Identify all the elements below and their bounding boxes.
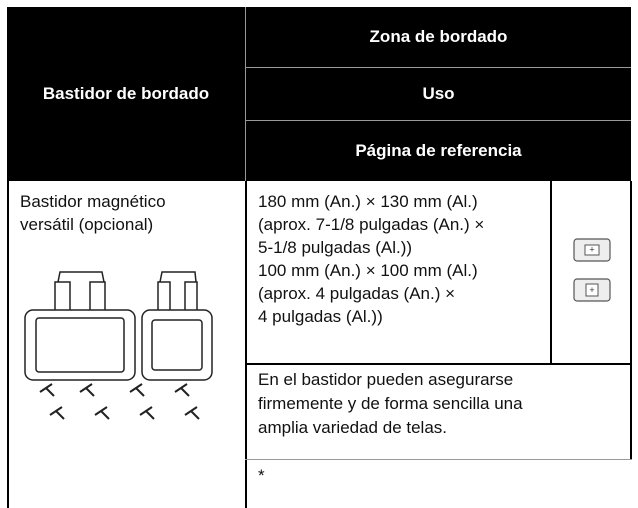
text-line: amplia variedad de telas.	[258, 418, 448, 437]
area-text: 180 mm (An.) × 130 mm (Al.) (aprox. 7-1/8…	[258, 190, 484, 328]
border	[630, 181, 632, 459]
text-line: versátil (opcional)	[20, 215, 154, 234]
text-line: Bastidor magnético	[20, 192, 166, 211]
border	[550, 181, 552, 363]
border	[245, 459, 632, 460]
text-line: (aprox. 7-1/8 pulgadas (An.) ×	[258, 215, 485, 234]
svg-text:+: +	[589, 285, 594, 295]
header-use: Uso	[246, 68, 631, 121]
header-reference: Página de referencia	[246, 121, 631, 181]
text-line: 4 pulgadas (Al.))	[258, 307, 383, 326]
text-line: firmemente y de forma sencilla una	[258, 394, 523, 413]
frame-name: Bastidor magnético versátil (opcional)	[20, 190, 166, 236]
header-area: Zona de bordado	[246, 7, 631, 68]
border	[245, 181, 247, 508]
border	[7, 181, 9, 508]
text-line: 5-1/8 pulgadas (Al.))	[258, 238, 413, 257]
header-frame: Bastidor de bordado	[7, 7, 245, 181]
reference-text: *	[258, 466, 265, 485]
use-text: En el bastidor pueden asegurarse firmemen…	[258, 368, 523, 440]
text-line: (aprox. 4 pulgadas (An.) ×	[258, 284, 456, 303]
border	[245, 363, 632, 365]
text-line: 180 mm (An.) × 130 mm (Al.)	[258, 192, 478, 211]
text-line: 100 mm (An.) × 100 mm (Al.)	[258, 261, 478, 280]
header-divider	[245, 7, 246, 181]
svg-text:+: +	[589, 245, 594, 255]
hoop-icons: + +	[573, 238, 611, 302]
text-line: En el bastidor pueden asegurarse	[258, 370, 514, 389]
hoop-illustration	[24, 271, 213, 420]
